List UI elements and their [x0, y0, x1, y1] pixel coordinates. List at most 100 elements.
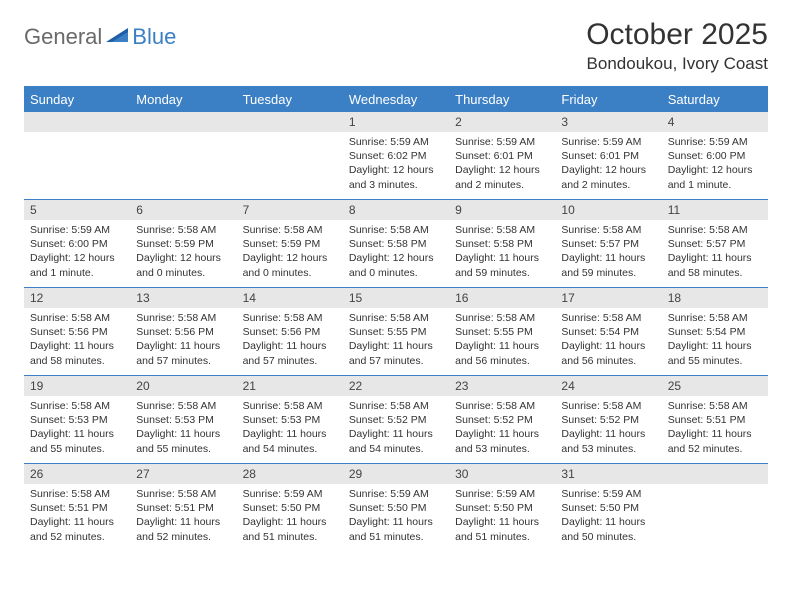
- sunset-text: Sunset: 5:52 PM: [349, 413, 443, 427]
- day-number: 4: [662, 112, 768, 132]
- day-cell: 7Sunrise: 5:58 AMSunset: 5:59 PMDaylight…: [237, 200, 343, 288]
- day-cell: [24, 112, 130, 200]
- daylight-text: Daylight: 11 hours and 59 minutes.: [561, 251, 655, 279]
- sunset-text: Sunset: 5:53 PM: [243, 413, 337, 427]
- month-title: October 2025: [586, 18, 768, 52]
- sunset-text: Sunset: 5:51 PM: [668, 413, 762, 427]
- sunrise-text: Sunrise: 5:58 AM: [668, 399, 762, 413]
- day-cell: 27Sunrise: 5:58 AMSunset: 5:51 PMDayligh…: [130, 464, 236, 552]
- logo-text-blue: Blue: [132, 24, 176, 50]
- day-data: Sunrise: 5:58 AMSunset: 5:52 PMDaylight:…: [555, 396, 661, 462]
- day-cell: 14Sunrise: 5:58 AMSunset: 5:56 PMDayligh…: [237, 288, 343, 376]
- day-cell: 2Sunrise: 5:59 AMSunset: 6:01 PMDaylight…: [449, 112, 555, 200]
- day-data: Sunrise: 5:58 AMSunset: 5:53 PMDaylight:…: [237, 396, 343, 462]
- sunrise-text: Sunrise: 5:59 AM: [455, 487, 549, 501]
- day-cell: 31Sunrise: 5:59 AMSunset: 5:50 PMDayligh…: [555, 464, 661, 552]
- sunrise-text: Sunrise: 5:59 AM: [349, 135, 443, 149]
- sunrise-text: Sunrise: 5:58 AM: [30, 311, 124, 325]
- sunset-text: Sunset: 5:50 PM: [455, 501, 549, 515]
- day-data: Sunrise: 5:58 AMSunset: 5:55 PMDaylight:…: [343, 308, 449, 374]
- daylight-text: Daylight: 11 hours and 56 minutes.: [561, 339, 655, 367]
- day-cell: 13Sunrise: 5:58 AMSunset: 5:56 PMDayligh…: [130, 288, 236, 376]
- day-number: 6: [130, 200, 236, 220]
- day-data: Sunrise: 5:58 AMSunset: 5:58 PMDaylight:…: [449, 220, 555, 286]
- day-number: 1: [343, 112, 449, 132]
- daylight-text: Daylight: 12 hours and 0 minutes.: [349, 251, 443, 279]
- day-number: 24: [555, 376, 661, 396]
- day-number: 17: [555, 288, 661, 308]
- day-data: Sunrise: 5:58 AMSunset: 5:54 PMDaylight:…: [662, 308, 768, 374]
- dow-saturday: Saturday: [662, 87, 768, 112]
- daylight-text: Daylight: 11 hours and 53 minutes.: [561, 427, 655, 455]
- dow-wednesday: Wednesday: [343, 87, 449, 112]
- day-number: 29: [343, 464, 449, 484]
- day-number: 22: [343, 376, 449, 396]
- sunset-text: Sunset: 5:58 PM: [455, 237, 549, 251]
- day-number: 21: [237, 376, 343, 396]
- day-cell: 21Sunrise: 5:58 AMSunset: 5:53 PMDayligh…: [237, 376, 343, 464]
- sunset-text: Sunset: 6:01 PM: [455, 149, 549, 163]
- daylight-text: Daylight: 11 hours and 50 minutes.: [561, 515, 655, 543]
- daylight-text: Daylight: 12 hours and 0 minutes.: [136, 251, 230, 279]
- daylight-text: Daylight: 11 hours and 51 minutes.: [243, 515, 337, 543]
- day-cell: [130, 112, 236, 200]
- daylight-text: Daylight: 11 hours and 54 minutes.: [349, 427, 443, 455]
- daylight-text: Daylight: 11 hours and 57 minutes.: [349, 339, 443, 367]
- sunrise-text: Sunrise: 5:59 AM: [561, 135, 655, 149]
- daylight-text: Daylight: 11 hours and 55 minutes.: [30, 427, 124, 455]
- day-number: [130, 112, 236, 132]
- location: Bondoukou, Ivory Coast: [586, 54, 768, 74]
- sunrise-text: Sunrise: 5:58 AM: [561, 311, 655, 325]
- sunset-text: Sunset: 5:57 PM: [561, 237, 655, 251]
- day-cell: 28Sunrise: 5:59 AMSunset: 5:50 PMDayligh…: [237, 464, 343, 552]
- sunrise-text: Sunrise: 5:58 AM: [561, 399, 655, 413]
- sunset-text: Sunset: 6:00 PM: [30, 237, 124, 251]
- sunrise-text: Sunrise: 5:58 AM: [561, 223, 655, 237]
- day-data: Sunrise: 5:59 AMSunset: 6:00 PMDaylight:…: [24, 220, 130, 286]
- day-of-week-row: Sunday Monday Tuesday Wednesday Thursday…: [24, 87, 768, 112]
- sunset-text: Sunset: 5:52 PM: [561, 413, 655, 427]
- day-cell: 12Sunrise: 5:58 AMSunset: 5:56 PMDayligh…: [24, 288, 130, 376]
- sunset-text: Sunset: 5:51 PM: [30, 501, 124, 515]
- sunrise-text: Sunrise: 5:58 AM: [136, 487, 230, 501]
- dow-sunday: Sunday: [24, 87, 130, 112]
- day-data: Sunrise: 5:58 AMSunset: 5:53 PMDaylight:…: [130, 396, 236, 462]
- daylight-text: Daylight: 12 hours and 1 minute.: [668, 163, 762, 191]
- day-cell: 30Sunrise: 5:59 AMSunset: 5:50 PMDayligh…: [449, 464, 555, 552]
- sunrise-text: Sunrise: 5:58 AM: [243, 399, 337, 413]
- sunset-text: Sunset: 6:00 PM: [668, 149, 762, 163]
- calendar-table: Sunday Monday Tuesday Wednesday Thursday…: [24, 86, 768, 552]
- sunrise-text: Sunrise: 5:58 AM: [243, 311, 337, 325]
- day-number: 27: [130, 464, 236, 484]
- day-cell: [237, 112, 343, 200]
- day-number: 8: [343, 200, 449, 220]
- sunset-text: Sunset: 5:59 PM: [136, 237, 230, 251]
- day-data: Sunrise: 5:58 AMSunset: 5:53 PMDaylight:…: [24, 396, 130, 462]
- sunrise-text: Sunrise: 5:58 AM: [668, 311, 762, 325]
- day-number: [237, 112, 343, 132]
- day-cell: 18Sunrise: 5:58 AMSunset: 5:54 PMDayligh…: [662, 288, 768, 376]
- sunrise-text: Sunrise: 5:59 AM: [349, 487, 443, 501]
- day-number: 23: [449, 376, 555, 396]
- sunset-text: Sunset: 5:56 PM: [243, 325, 337, 339]
- sunrise-text: Sunrise: 5:59 AM: [30, 223, 124, 237]
- day-cell: 5Sunrise: 5:59 AMSunset: 6:00 PMDaylight…: [24, 200, 130, 288]
- week-row: 26Sunrise: 5:58 AMSunset: 5:51 PMDayligh…: [24, 464, 768, 552]
- day-data: Sunrise: 5:58 AMSunset: 5:57 PMDaylight:…: [662, 220, 768, 286]
- sunset-text: Sunset: 5:56 PM: [30, 325, 124, 339]
- day-data: Sunrise: 5:58 AMSunset: 5:57 PMDaylight:…: [555, 220, 661, 286]
- day-data: Sunrise: 5:58 AMSunset: 5:59 PMDaylight:…: [237, 220, 343, 286]
- sunrise-text: Sunrise: 5:59 AM: [455, 135, 549, 149]
- day-data: Sunrise: 5:59 AMSunset: 6:02 PMDaylight:…: [343, 132, 449, 198]
- day-cell: 19Sunrise: 5:58 AMSunset: 5:53 PMDayligh…: [24, 376, 130, 464]
- day-cell: 9Sunrise: 5:58 AMSunset: 5:58 PMDaylight…: [449, 200, 555, 288]
- logo-text-general: General: [24, 24, 102, 50]
- sunrise-text: Sunrise: 5:59 AM: [668, 135, 762, 149]
- sunrise-text: Sunrise: 5:58 AM: [136, 311, 230, 325]
- daylight-text: Daylight: 11 hours and 58 minutes.: [668, 251, 762, 279]
- daylight-text: Daylight: 12 hours and 2 minutes.: [455, 163, 549, 191]
- daylight-text: Daylight: 11 hours and 51 minutes.: [455, 515, 549, 543]
- sunset-text: Sunset: 5:51 PM: [136, 501, 230, 515]
- day-data: Sunrise: 5:58 AMSunset: 5:51 PMDaylight:…: [130, 484, 236, 550]
- week-row: 1Sunrise: 5:59 AMSunset: 6:02 PMDaylight…: [24, 112, 768, 200]
